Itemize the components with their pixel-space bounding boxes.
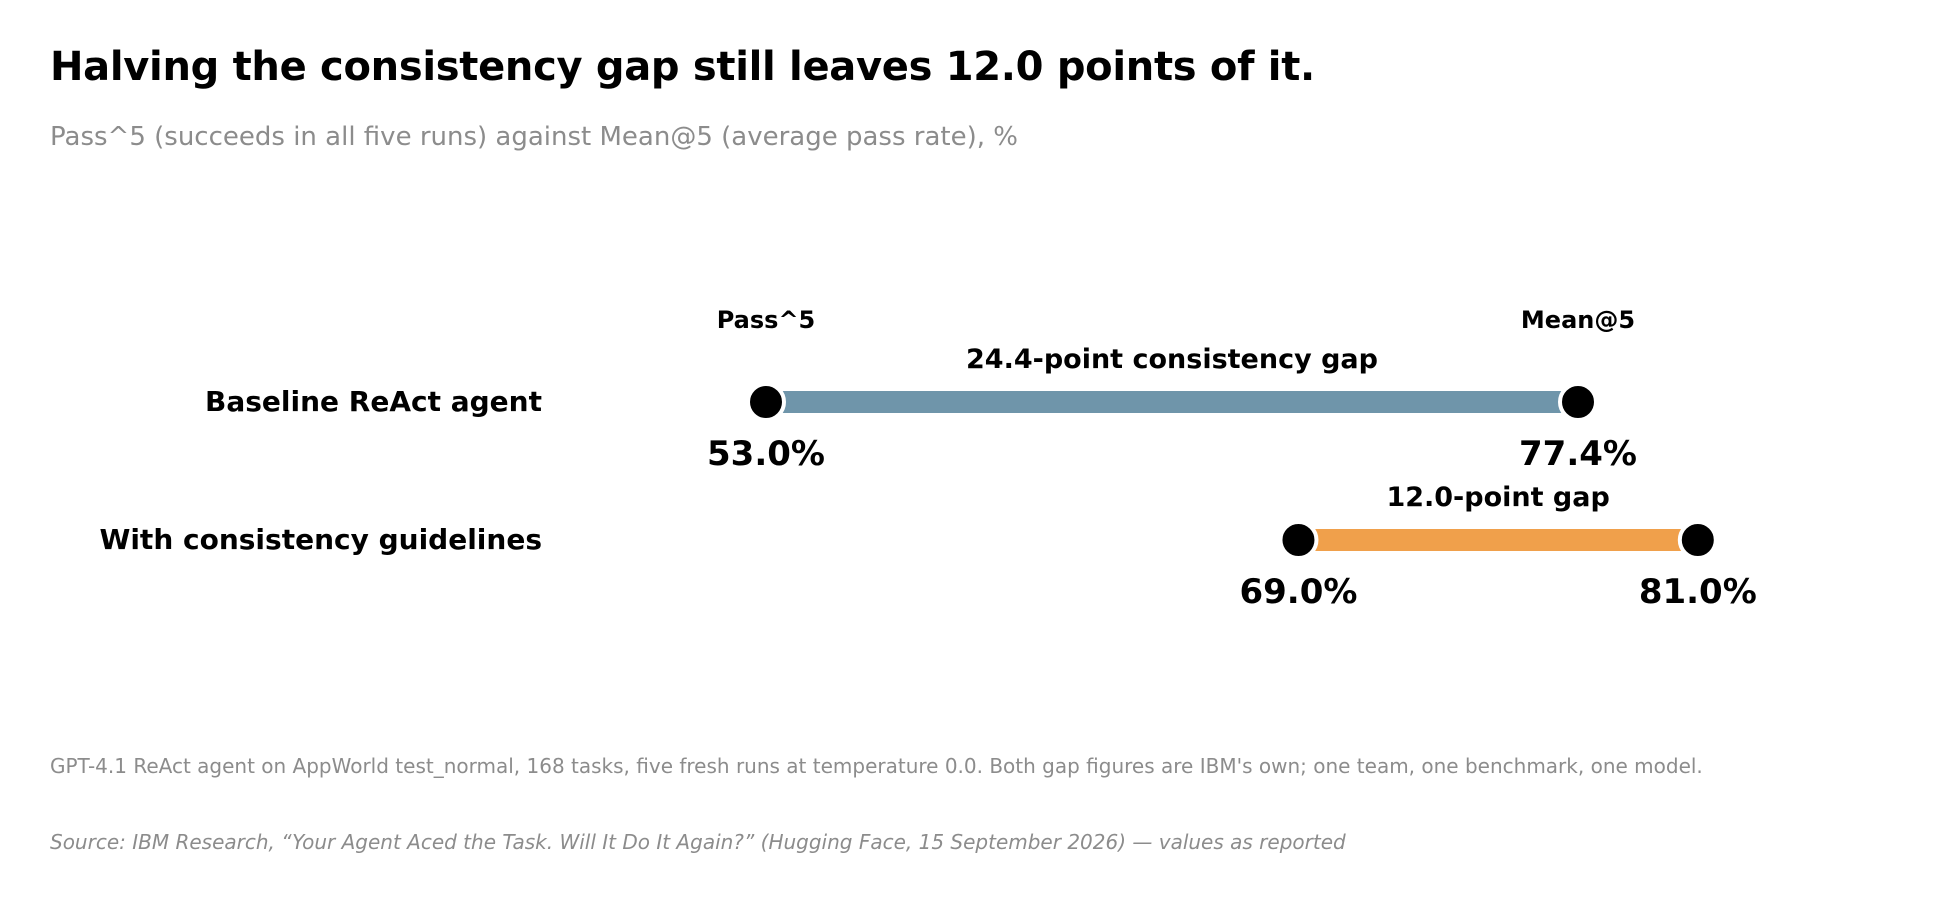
dot-end [1677, 520, 1718, 560]
footnote: GPT-4.1 ReAct agent on AppWorld test_nor… [50, 754, 1703, 778]
dot-start [1278, 520, 1319, 560]
chart-subtitle: Pass^5 (succeeds in all five runs) again… [50, 122, 1018, 152]
row-label: Baseline ReAct agent [205, 385, 542, 418]
value-label-end: 77.4% [1519, 434, 1637, 474]
dot-start [746, 382, 786, 422]
value-label-start: 53.0% [707, 434, 825, 474]
gap-label: 12.0-point gap [1386, 482, 1609, 513]
source-citation: Source: IBM Research, “Your Agent Aced t… [50, 830, 1346, 854]
end-label-start: Pass^5 [717, 306, 816, 334]
chart-title: Halving the consistency gap still leaves… [50, 44, 1315, 90]
end-label-end: Mean@5 [1521, 306, 1635, 334]
gap-label: 24.4-point consistency gap [966, 344, 1378, 375]
dot-end [1558, 382, 1598, 422]
value-label-start: 69.0% [1239, 572, 1357, 612]
dumbbell-chart: Pass^5 Mean@5 Baseline ReAct agent 24.4-poi… [99, 306, 1757, 612]
value-label-end: 81.0% [1639, 572, 1757, 612]
row-label: With consistency guidelines [99, 523, 542, 556]
